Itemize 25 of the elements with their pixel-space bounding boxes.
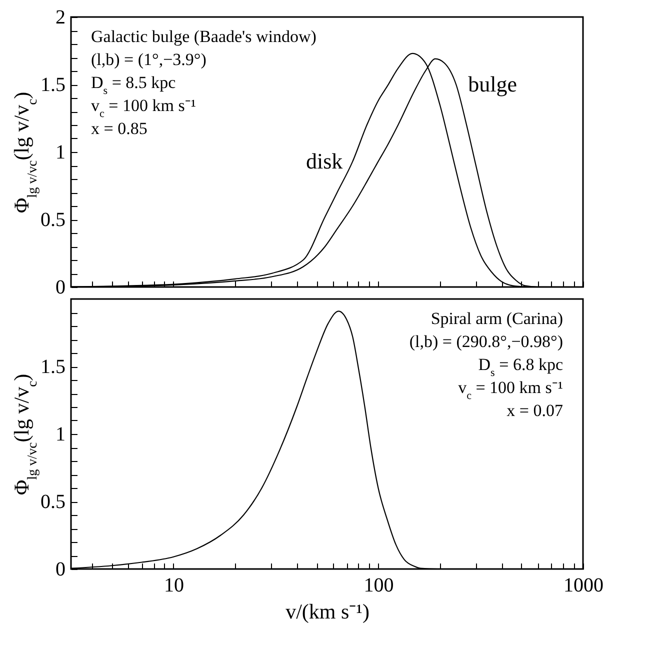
- annotation: D$_{s}$ = 8.5 kpc: [91, 73, 176, 97]
- series-label: bulge: [468, 72, 517, 96]
- x-tick-label: 10: [164, 574, 184, 596]
- annotation: (l,b) = (1°,−3.9°): [91, 50, 206, 69]
- annotation: v$_{c}$ = 100 km s⁻¹: [91, 96, 196, 120]
- x-tick-label: 100: [364, 574, 394, 596]
- annotation: Galactic bulge (Baade's window): [91, 27, 316, 46]
- y-tick-label: 0.5: [40, 491, 66, 513]
- y-tick-label: 1: [56, 142, 66, 164]
- y-tick-label: 1: [56, 424, 66, 446]
- y-tick-label: 2: [56, 6, 66, 28]
- x-tick-label: 1000: [564, 574, 604, 596]
- annotation: x = 0.85: [91, 119, 148, 138]
- annotation: Spiral arm (Carina): [430, 309, 563, 328]
- y-tick-label: 0.5: [40, 209, 66, 231]
- y-tick-label: 1.5: [40, 356, 66, 378]
- series-label: disk: [306, 148, 343, 174]
- y-tick-label: 0: [56, 558, 66, 580]
- annotation: D$_{s}$ = 6.8 kpc: [478, 355, 564, 379]
- annotation: (l,b) = (290.8°,−0.98°): [409, 332, 563, 351]
- x-axis-title: v/(km s⁻¹): [286, 600, 370, 624]
- annotation: x = 0.07: [506, 401, 564, 420]
- y-tick-label: 0: [56, 276, 66, 298]
- y-tick-label: 1.5: [40, 74, 66, 96]
- annotation: v$_{c}$ = 100 km s⁻¹: [458, 378, 563, 402]
